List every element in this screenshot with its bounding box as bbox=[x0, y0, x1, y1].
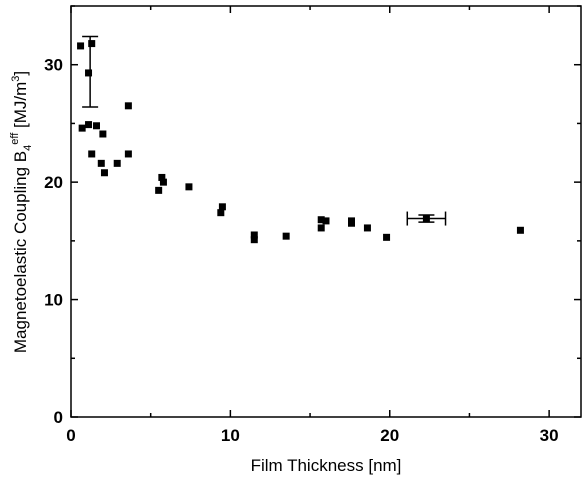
data-point bbox=[218, 203, 226, 211]
data-point bbox=[113, 159, 121, 167]
plot-frame bbox=[70, 5, 582, 418]
data-point bbox=[317, 224, 325, 232]
y-axis-title-units-power: 3 bbox=[10, 76, 22, 82]
x-tick-label: 30 bbox=[540, 426, 559, 445]
data-point bbox=[348, 217, 355, 225]
data-point bbox=[124, 150, 132, 158]
data-point bbox=[363, 224, 371, 232]
data-point bbox=[77, 42, 85, 50]
data-point bbox=[93, 122, 100, 130]
x-tick-label: 10 bbox=[221, 426, 240, 445]
data-point bbox=[282, 232, 290, 240]
tick-labels: 0 10 20 30 0 10 20 30 bbox=[44, 56, 559, 445]
x-tick-label: 20 bbox=[380, 426, 399, 445]
data-point bbox=[159, 178, 167, 186]
data-point bbox=[250, 236, 258, 244]
y-axis-title-superscript: eff bbox=[9, 132, 21, 145]
data-point bbox=[317, 216, 325, 224]
data-point bbox=[100, 169, 108, 177]
data-point bbox=[78, 124, 86, 132]
data-point bbox=[217, 209, 225, 217]
y-axis-title: Magnetoelastic Coupling B4eff [MJ/m3] bbox=[9, 71, 34, 353]
data-point bbox=[85, 69, 93, 77]
data-point bbox=[158, 173, 166, 181]
y-tick-label: 30 bbox=[44, 56, 63, 75]
data-point bbox=[85, 121, 93, 129]
data-point bbox=[124, 102, 132, 110]
x-axis-title: Film Thickness [nm] bbox=[251, 456, 402, 475]
y-axis-title-units-end: ] bbox=[11, 71, 30, 76]
data-point bbox=[88, 40, 96, 48]
data-point bbox=[88, 150, 96, 158]
y-axis-title-units: [MJ/m bbox=[11, 82, 30, 133]
y-tick-label: 0 bbox=[54, 408, 63, 427]
data-point bbox=[383, 233, 391, 241]
data-point bbox=[97, 159, 105, 167]
y-tick-label: 20 bbox=[44, 173, 63, 192]
data-point bbox=[155, 186, 163, 194]
data-point bbox=[422, 215, 430, 223]
error-bars bbox=[82, 35, 447, 226]
data-point bbox=[516, 226, 524, 234]
data-points bbox=[77, 40, 524, 244]
y-axis-title-subscript: 4 bbox=[22, 145, 34, 151]
y-tick-label: 10 bbox=[44, 291, 63, 310]
x-tick-label: 0 bbox=[66, 426, 75, 445]
data-point bbox=[250, 231, 258, 239]
y-axis-title-main: Magnetoelastic Coupling B bbox=[11, 151, 30, 353]
data-point bbox=[185, 183, 193, 191]
data-point bbox=[322, 217, 330, 225]
data-point bbox=[99, 130, 107, 138]
axis-ticks bbox=[70, 5, 581, 418]
